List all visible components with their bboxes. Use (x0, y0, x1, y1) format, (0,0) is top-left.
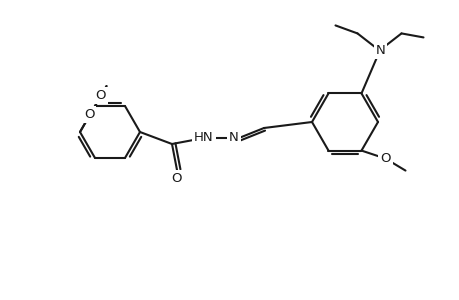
Text: HN: HN (194, 130, 213, 143)
Text: N: N (375, 44, 385, 57)
Text: O: O (84, 108, 94, 121)
Text: N: N (229, 130, 238, 143)
Text: O: O (171, 172, 182, 184)
Text: O: O (95, 89, 106, 102)
Text: O: O (380, 152, 390, 165)
